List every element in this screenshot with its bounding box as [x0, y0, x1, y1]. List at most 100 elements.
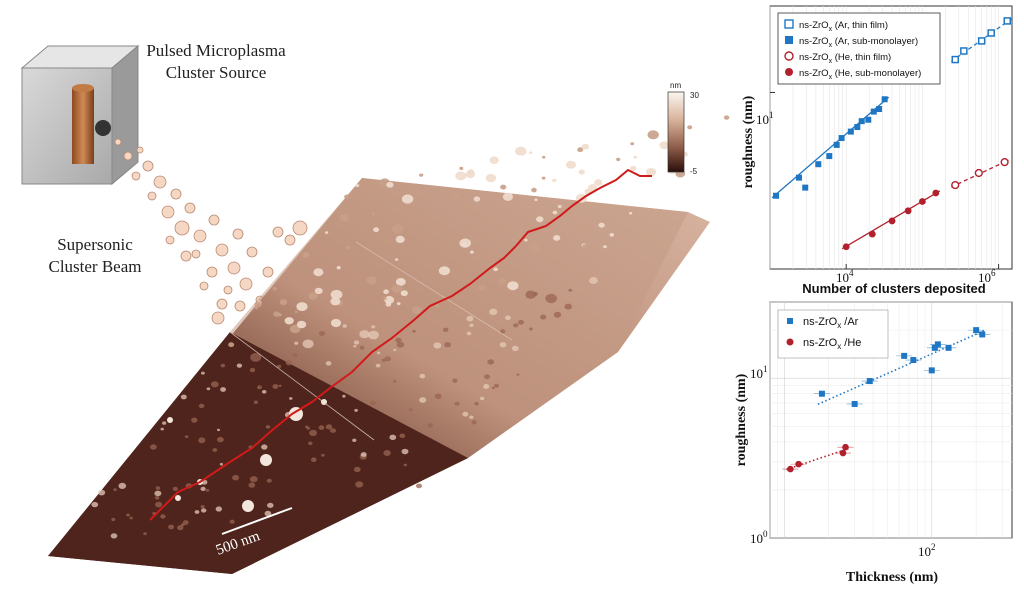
data-point	[977, 37, 986, 45]
surface-bump	[545, 293, 557, 304]
surface-bump	[393, 348, 397, 352]
surface-bump	[419, 397, 427, 403]
data-point	[951, 55, 960, 64]
surface-bump	[360, 452, 367, 457]
surface-bump	[314, 287, 323, 295]
surface-bump	[143, 532, 147, 536]
legend-open-circle-icon	[784, 51, 794, 61]
surface-bump	[168, 524, 175, 530]
surface-bump	[687, 125, 693, 130]
surface-bump	[382, 296, 387, 300]
surface-bump	[368, 330, 379, 340]
surface-bump	[126, 513, 130, 517]
surface-bump	[435, 304, 440, 308]
surface-bump	[253, 400, 258, 404]
surface-bump	[478, 284, 486, 291]
beam-label: Supersonic Cluster Beam	[30, 234, 160, 278]
surface-bump	[415, 483, 423, 489]
data-point	[1000, 158, 1009, 167]
surface-bump	[598, 222, 605, 228]
surface-bump	[306, 427, 311, 430]
surface-bump	[564, 303, 572, 310]
surface-bump	[483, 384, 490, 389]
data-point	[932, 189, 940, 197]
source-label-line2: Cluster Source	[165, 63, 267, 82]
cluster-particle	[136, 146, 144, 154]
surface-bump	[396, 302, 401, 306]
cluster-particle	[232, 228, 244, 240]
data-point	[851, 400, 858, 407]
data-point	[833, 141, 840, 148]
surface-bump	[723, 115, 730, 120]
surface-bump	[384, 356, 391, 362]
cluster-particle	[211, 311, 225, 325]
surface-bump	[342, 394, 346, 398]
surface-bump	[487, 359, 495, 365]
data-point	[818, 390, 825, 397]
surface-bump	[484, 374, 490, 380]
cluster-particle	[234, 300, 246, 312]
surface-bump	[330, 297, 341, 306]
surface-bump	[345, 245, 351, 250]
chart1-xlabel: Number of clusters deposited	[802, 281, 986, 296]
surface-bump	[493, 383, 500, 388]
surface-bump	[383, 450, 391, 456]
height-profile-line	[149, 168, 652, 521]
data-point	[815, 161, 822, 168]
beam-label-line2: Cluster Beam	[48, 257, 142, 276]
cluster-particle	[262, 266, 274, 278]
surface-bump	[373, 227, 380, 233]
surface-bump	[474, 401, 479, 406]
surface-bump	[302, 252, 310, 258]
surface-bump	[389, 434, 397, 440]
cluster-particle	[180, 250, 192, 262]
surface-bump	[419, 173, 424, 177]
surface-bump	[434, 393, 442, 400]
surface-bump	[118, 482, 127, 489]
surface-bump	[155, 501, 163, 508]
cluster-particle	[272, 226, 284, 238]
surface-bump	[480, 396, 485, 401]
surface-bump	[391, 224, 404, 234]
surface-bump	[371, 325, 376, 329]
surface-bump	[313, 268, 324, 277]
surface-bump	[469, 415, 474, 419]
surface-bump	[471, 420, 477, 425]
cluster-particle	[114, 138, 122, 146]
data-point	[987, 29, 995, 37]
surface-bump	[236, 363, 243, 368]
surface-bump	[371, 212, 376, 216]
source-label: Pulsed Microplasma Cluster Source	[136, 40, 296, 84]
surface-bump	[507, 281, 519, 291]
surface-bump	[553, 235, 561, 241]
cluster-particle	[191, 249, 201, 259]
legend-open-square-icon	[784, 19, 794, 29]
surface-bump	[184, 435, 189, 438]
surface-bump	[470, 250, 474, 254]
surface-bump	[513, 323, 519, 328]
surface-bump	[177, 525, 184, 531]
surface-bump	[248, 482, 256, 488]
surface-bump	[515, 146, 527, 156]
legend2-item-he: ns-ZrOx /He	[803, 337, 861, 351]
surface-bump	[162, 421, 167, 425]
beam-label-line1: Supersonic	[57, 235, 133, 254]
surface-bump	[466, 315, 474, 322]
surface-bump	[589, 277, 598, 284]
chart1-legend: ns-ZrOx (Ar, thin film) ns-ZrOx (Ar, sub…	[777, 12, 941, 85]
surface-bump	[336, 266, 341, 270]
surface-bump	[257, 385, 262, 390]
surface-peak	[260, 454, 272, 466]
surface-bump	[205, 489, 210, 492]
surface-bump	[395, 258, 399, 261]
surface-bump	[616, 157, 621, 162]
surface-bump	[529, 327, 533, 331]
source-label-line1: Pulsed Microplasma	[146, 41, 286, 60]
surface-bump	[582, 244, 588, 249]
data-point	[931, 344, 938, 351]
chart2-ytick-1: 100	[750, 529, 768, 546]
fit-line	[817, 329, 987, 405]
surface-bump	[325, 231, 329, 234]
surface-bump	[505, 315, 511, 321]
